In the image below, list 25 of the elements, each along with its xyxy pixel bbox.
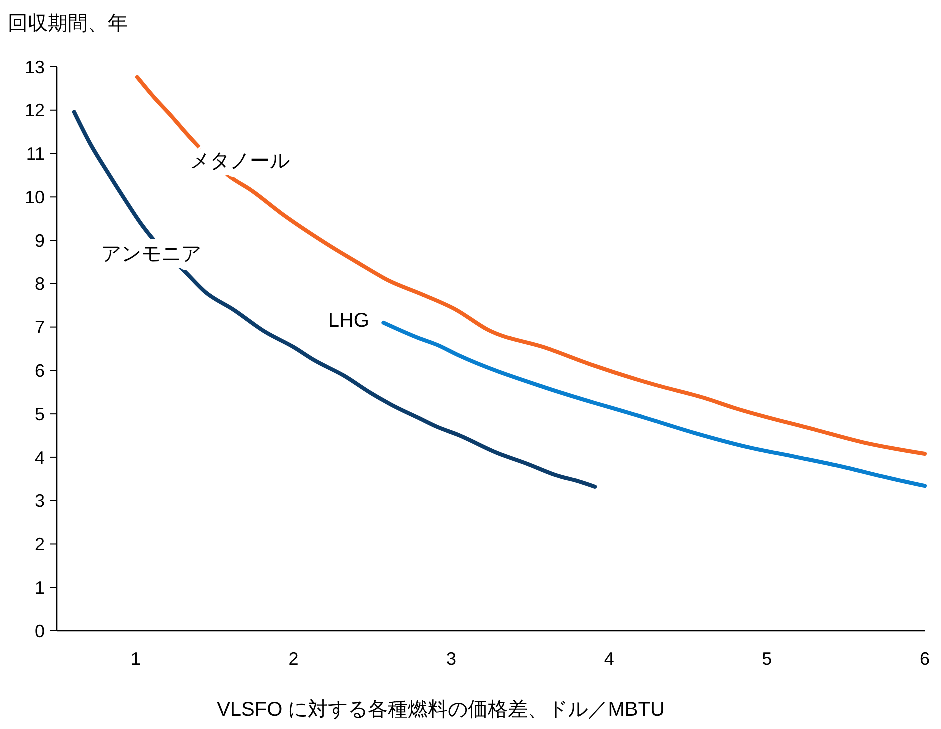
y-tick-label: 10 — [24, 187, 45, 208]
y-tick-label: 13 — [24, 57, 45, 78]
x-tick-label: 5 — [762, 649, 772, 669]
y-tick-label: 12 — [24, 100, 45, 121]
y-tick-label: 11 — [26, 144, 45, 164]
x-tick-label: 4 — [604, 649, 614, 669]
x-tick-label: 2 — [288, 649, 299, 669]
y-tick-label: 8 — [34, 274, 45, 294]
y-tick-label: 9 — [34, 230, 45, 251]
x-tick-label: 3 — [446, 649, 457, 669]
y-tick-label: 6 — [34, 360, 45, 381]
y-tick-label: 4 — [34, 448, 45, 468]
y-tick-label: 3 — [34, 491, 45, 512]
x-axis-title: VLSFO に対する各種燃料の価格差、ドル／MBTU — [217, 699, 665, 721]
series-label: LHG — [328, 310, 370, 332]
y-axis-title: 回収期間、年 — [8, 13, 128, 35]
y-tick-label: 1 — [34, 578, 45, 598]
x-tick-label: 1 — [130, 649, 141, 669]
y-tick-label: 0 — [34, 621, 45, 642]
line-series — [382, 320, 927, 488]
line-series — [72, 110, 598, 489]
y-tick-label: 7 — [34, 318, 45, 338]
x-tick-label: 6 — [920, 649, 930, 669]
y-tick-label: 2 — [34, 534, 45, 555]
y-tick-label: 5 — [34, 404, 45, 424]
